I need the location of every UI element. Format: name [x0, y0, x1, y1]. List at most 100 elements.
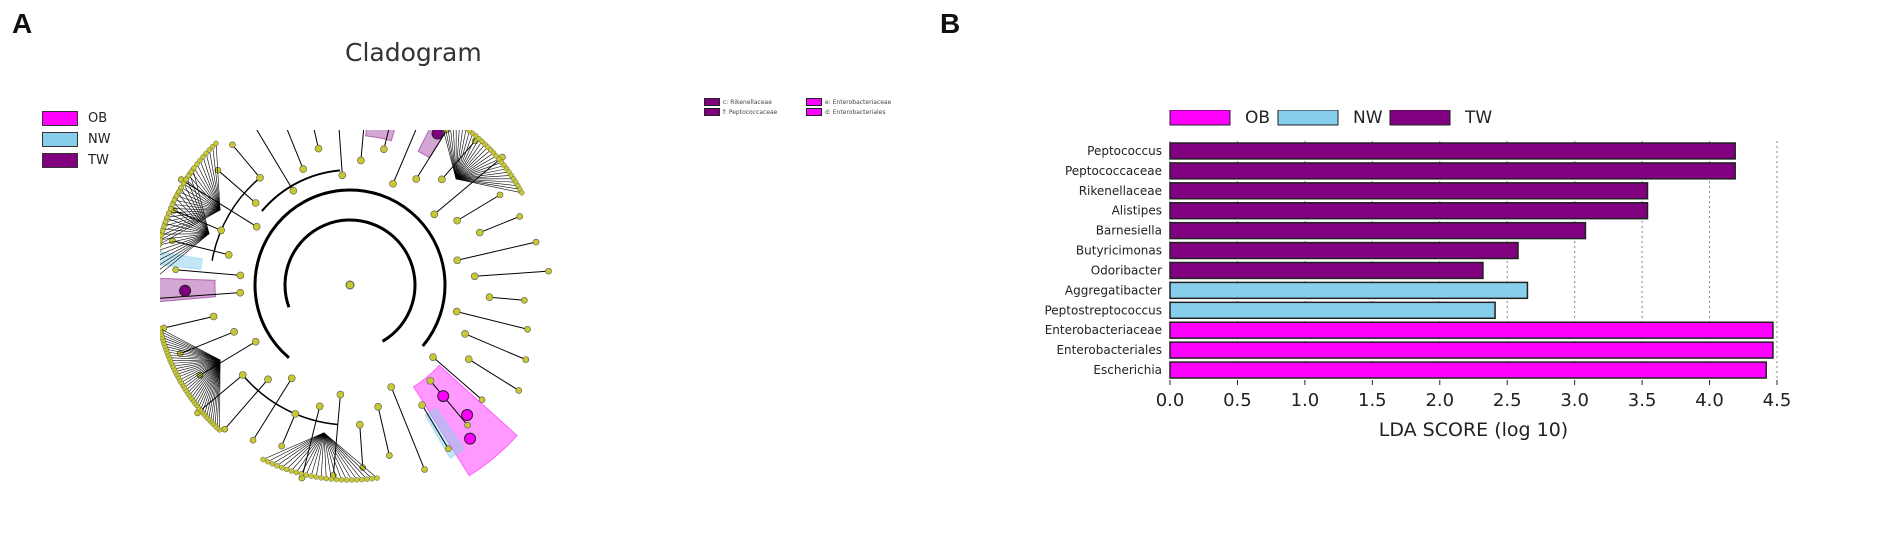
cladogram-legend-tw: TW — [42, 150, 111, 171]
fan-line — [315, 432, 325, 478]
fan-line — [182, 359, 221, 386]
taxa-label: d: Enterobacteriales — [825, 108, 886, 116]
fan-line — [160, 233, 210, 246]
taxa-legend-item: c: Rikenellaceae — [704, 98, 806, 106]
highlighted-node — [437, 390, 450, 403]
bar-label: Enterobacteriaceae — [1045, 323, 1162, 337]
highlighted-node — [464, 432, 477, 445]
x-tick-label: 0.5 — [1223, 390, 1252, 411]
fan-line — [216, 359, 221, 428]
leaf-node — [343, 477, 350, 483]
leaf-node — [288, 468, 295, 474]
x-tick-label: 3.0 — [1560, 390, 1589, 411]
fan-line — [170, 359, 221, 361]
fan-line — [189, 359, 221, 396]
fan-line — [163, 228, 210, 234]
bar-peptostreptococcus — [1169, 301, 1496, 319]
leaf-node — [515, 387, 523, 394]
fan-line — [455, 146, 489, 180]
fan-line — [447, 130, 457, 179]
cladogram-legend: OB NW TW — [42, 108, 111, 171]
x-tick-label: 1.0 — [1291, 390, 1320, 411]
fan-line — [323, 432, 327, 479]
clade-node — [412, 175, 421, 183]
taxa-swatch — [704, 98, 720, 106]
legend-swatch-tw — [42, 153, 78, 168]
branch-line — [252, 378, 293, 441]
fan-line — [209, 149, 221, 211]
leaf-node — [519, 190, 525, 196]
branch-line — [489, 296, 525, 301]
clade-node — [374, 402, 382, 411]
branch-line — [313, 130, 319, 149]
clade-node — [264, 375, 272, 384]
legend-label-tw: TW — [1464, 110, 1492, 128]
fan-line — [455, 130, 463, 179]
leaf-node — [516, 213, 523, 220]
fan-line — [191, 171, 221, 211]
fan-line — [172, 203, 221, 211]
bar-alistipes — [1169, 202, 1649, 220]
leaf-node — [185, 172, 192, 179]
fan-line — [183, 183, 221, 211]
branch-line — [456, 311, 528, 330]
leaf-node — [278, 442, 285, 450]
legend-swatch-ob — [1169, 110, 1231, 126]
leaf-node — [209, 143, 216, 150]
fan-line — [167, 354, 221, 361]
clade-node — [452, 307, 461, 316]
fan-line — [161, 209, 221, 236]
branch-line — [163, 316, 214, 329]
clade-node — [389, 179, 397, 188]
leaf-node — [478, 396, 486, 404]
leaf-node — [464, 421, 471, 429]
fan-line — [166, 351, 221, 361]
fan-line — [178, 359, 221, 378]
cladogram-title: Cladogram — [345, 38, 482, 67]
bar-enterobacteriaceae — [1169, 321, 1774, 339]
bar-aggregatibacter — [1169, 281, 1529, 300]
leaf-node — [203, 150, 209, 157]
branch-line — [433, 156, 503, 215]
fan-line — [198, 359, 221, 408]
highlighted-node — [461, 409, 474, 422]
branch-arc — [261, 169, 341, 212]
leaf-node — [191, 165, 197, 171]
fan-line — [184, 359, 221, 388]
clade-node — [256, 173, 264, 182]
fan-line — [445, 130, 457, 179]
fan-line — [160, 233, 210, 275]
cladogram-legend-ob: OB — [42, 108, 111, 129]
fan-line — [208, 359, 221, 420]
fan-line — [165, 348, 221, 361]
fan-line — [323, 432, 358, 481]
fan-line — [160, 331, 221, 361]
x-tick-label: 2.5 — [1493, 390, 1522, 411]
fan-line — [267, 432, 325, 462]
fan-line — [173, 359, 221, 370]
leaf-node — [354, 477, 360, 483]
leaf-node — [279, 464, 285, 471]
fan-line — [456, 171, 509, 180]
fan-line — [196, 359, 221, 406]
clade-node — [476, 228, 484, 237]
bar-label: Alistipes — [1112, 204, 1162, 218]
leaf-node — [338, 477, 345, 483]
fan-line — [323, 432, 378, 479]
fan-line — [204, 359, 221, 415]
fan-line — [160, 233, 210, 265]
taxa-legend-item: d: Enterobacteriales — [806, 108, 916, 116]
leaf-node — [200, 154, 206, 160]
x-tick-label: 4.0 — [1695, 390, 1724, 411]
fan-line — [212, 359, 221, 424]
fan-line — [192, 359, 221, 401]
lda-bar-chart: OB NW TW Peptococcus Peptococcaceae Rikenella… — [1044, 110, 1791, 441]
clade-node — [380, 145, 388, 153]
fan-line — [214, 359, 221, 426]
leaf-node — [160, 241, 162, 248]
clade-node — [426, 376, 435, 385]
fan-line — [176, 195, 221, 211]
fan-line — [323, 432, 332, 480]
bar-label: Rikenellaceae — [1079, 184, 1162, 198]
clade-node — [289, 186, 298, 195]
